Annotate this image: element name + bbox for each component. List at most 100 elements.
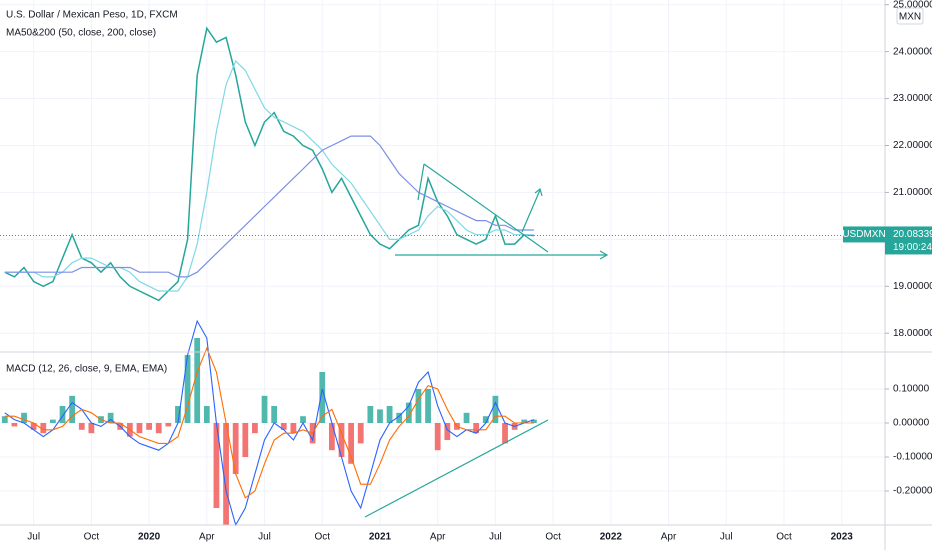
arrow-head — [599, 250, 609, 260]
histogram-bar — [1, 416, 8, 423]
x-tick-label: Apr — [199, 532, 215, 543]
macd-label: MACD (12, 26, close, 9, EMA, EMA) — [6, 364, 167, 375]
histogram-bar — [59, 406, 66, 423]
histogram-bar — [165, 423, 172, 427]
currency: MXN — [899, 12, 921, 23]
x-tick-label: 2020 — [138, 532, 161, 543]
histogram-bar — [531, 419, 537, 423]
histogram-bar — [521, 419, 528, 423]
histogram-bar — [252, 423, 258, 434]
histogram-bar — [50, 419, 56, 423]
price-line — [4, 26, 534, 302]
histogram-bar — [502, 423, 508, 444]
histogram-bar — [434, 423, 441, 451]
trend-line — [423, 163, 549, 253]
x-tick-label: Jul — [27, 532, 40, 543]
y-tick-label: 19.00000 — [893, 281, 932, 292]
y-tick-label: 0.10000 — [893, 384, 930, 395]
last-price-box — [843, 226, 885, 243]
histogram-bar — [78, 423, 85, 430]
x-tick-label: 2021 — [369, 532, 392, 543]
histogram-bar — [146, 423, 152, 430]
histogram-bar — [242, 423, 249, 457]
histogram-bar — [415, 389, 422, 423]
histogram-bar — [21, 412, 27, 423]
x-tick-label: Jul — [720, 532, 733, 543]
trend-line — [521, 189, 541, 233]
price-line — [4, 135, 534, 278]
histogram-bar — [300, 416, 306, 423]
histogram-bar — [107, 412, 114, 423]
histogram-bar — [290, 423, 297, 434]
histogram-bar — [136, 423, 143, 434]
histogram-bar — [357, 423, 364, 444]
y-tick-label: -0.20000 — [893, 486, 932, 497]
histogram-bar — [88, 423, 95, 434]
x-tick-label: Apr — [661, 532, 677, 543]
y-tick-label: 0.00000 — [893, 418, 930, 429]
y-tick-label: -0.10000 — [893, 452, 932, 463]
x-tick-label: Apr — [430, 532, 446, 543]
histogram-bar — [328, 423, 335, 451]
last-price-label: 20.08339 — [893, 229, 932, 240]
x-tick-label: Jul — [258, 532, 271, 543]
x-tick-label: 2023 — [831, 532, 854, 543]
histogram-bar — [213, 423, 220, 508]
histogram-bar — [175, 406, 181, 423]
macd-line — [4, 319, 535, 527]
y-tick-label: 23.00000 — [893, 93, 932, 104]
price-line — [4, 59, 534, 292]
histogram-bar — [482, 416, 489, 423]
histogram-bar — [463, 412, 470, 423]
histogram-bar — [405, 402, 412, 423]
histogram-bar — [377, 409, 383, 423]
histogram-bar — [223, 423, 229, 525]
indicator-label: MA50&200 (50, close, 200, close) — [6, 28, 156, 39]
histogram-bar — [271, 406, 278, 423]
y-tick-label: 25.00000 — [893, 0, 932, 10]
histogram-bar — [338, 423, 345, 457]
last-price-axis-box — [885, 226, 932, 255]
x-tick-label: 2022 — [600, 532, 623, 543]
histogram-bar — [184, 355, 191, 423]
histogram-bar — [232, 423, 239, 474]
arrow-head — [534, 187, 543, 197]
histogram-bar — [203, 406, 210, 423]
macd-line — [4, 346, 534, 499]
grid — [0, 0, 885, 525]
currency-box — [896, 7, 924, 25]
x-tick-label: Oct — [84, 532, 100, 543]
histogram-bar — [319, 372, 326, 423]
histogram-bar — [348, 423, 354, 464]
histogram-bar — [69, 395, 76, 423]
y-tick-label: 18.00000 — [893, 328, 932, 339]
histogram-bar — [155, 423, 162, 434]
histogram-bar — [367, 406, 374, 423]
y-tick-label: 24.00000 — [893, 46, 932, 57]
plot — [0, 26, 885, 527]
x-tick-label: Jul — [489, 532, 502, 543]
trend-line — [417, 163, 425, 201]
trend-line — [364, 419, 549, 518]
histogram-bar — [280, 423, 287, 430]
x-tick-label: Oct — [314, 532, 330, 543]
x-tick-label: Oct — [545, 532, 561, 543]
histogram-bar — [425, 389, 431, 423]
trend-drawings — [364, 163, 609, 518]
symbol-label: USDMXN — [842, 229, 885, 240]
histogram-bar — [473, 423, 480, 434]
histogram-bar — [40, 423, 47, 434]
axes: Jul Oct 2020 Apr Jul Oct 2021 Apr Jul Oct 2022 Apr J… — [27, 0, 932, 543]
histogram-bar — [11, 423, 18, 427]
chart-title: U.S. Dollar / Mexican Peso, 1D, FXCM — [6, 10, 178, 21]
histogram-bar — [492, 395, 499, 423]
histogram-bar — [30, 423, 37, 430]
x-tick-label: Oct — [776, 532, 792, 543]
histogram-bar — [444, 423, 451, 440]
histogram-bar — [194, 338, 201, 423]
y-tick-label: 22.00000 — [893, 140, 932, 151]
histogram-bar — [386, 406, 393, 423]
